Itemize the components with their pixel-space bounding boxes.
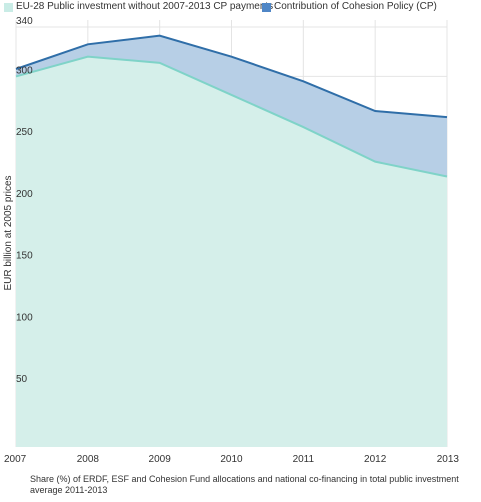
x-tick-2011: 2011 [293, 454, 315, 465]
y-tick-300: 300 [16, 65, 33, 76]
legend-item-base[interactable]: EU-28 Public investment without 2007-201… [4, 1, 273, 13]
y-tick-200: 200 [16, 189, 33, 200]
legend-label-cp: Contribution of Cohesion Policy (CP) [274, 1, 437, 12]
y-tick-50: 50 [16, 374, 28, 385]
y-axis-label: EUR billion at 2005 prices [3, 175, 14, 290]
y-tick-250: 250 [16, 127, 33, 138]
legend-item-cp[interactable]: Contribution of Cohesion Policy (CP) [262, 1, 437, 13]
x-tick-2008: 2008 [77, 454, 100, 465]
x-tick-2010: 2010 [220, 454, 243, 465]
y-tick-100: 100 [16, 312, 33, 323]
area-cp [16, 35, 447, 177]
line-base [15, 55, 448, 178]
area-chart: 50 100 150 200 250 300 340 2007 2008 2009 2010 201… [3, 16, 459, 465]
legend-swatch-base [4, 2, 13, 12]
area-base [16, 56, 447, 447]
x-tick-2009: 2009 [149, 454, 172, 465]
chart-caption: Share (%) of ERDF, ESF and Cohesion Fund… [30, 474, 459, 495]
x-tick-2013: 2013 [437, 454, 460, 465]
legend-swatch-cp [262, 2, 271, 12]
chart-areas [16, 35, 447, 447]
x-tick-2007: 2007 [4, 454, 27, 465]
y-tick-150: 150 [16, 251, 33, 262]
y-tick-340: 340 [16, 16, 33, 27]
y-tick-labels: 50 100 150 200 250 300 340 [16, 16, 33, 385]
chart-lines [15, 34, 448, 178]
x-tick-labels: 2007 2008 2009 2010 2011 2012 2013 [4, 454, 459, 465]
line-cp [15, 34, 448, 119]
legend-label-base: EU-28 Public investment without 2007-201… [16, 1, 274, 12]
x-tick-2012: 2012 [364, 454, 387, 465]
